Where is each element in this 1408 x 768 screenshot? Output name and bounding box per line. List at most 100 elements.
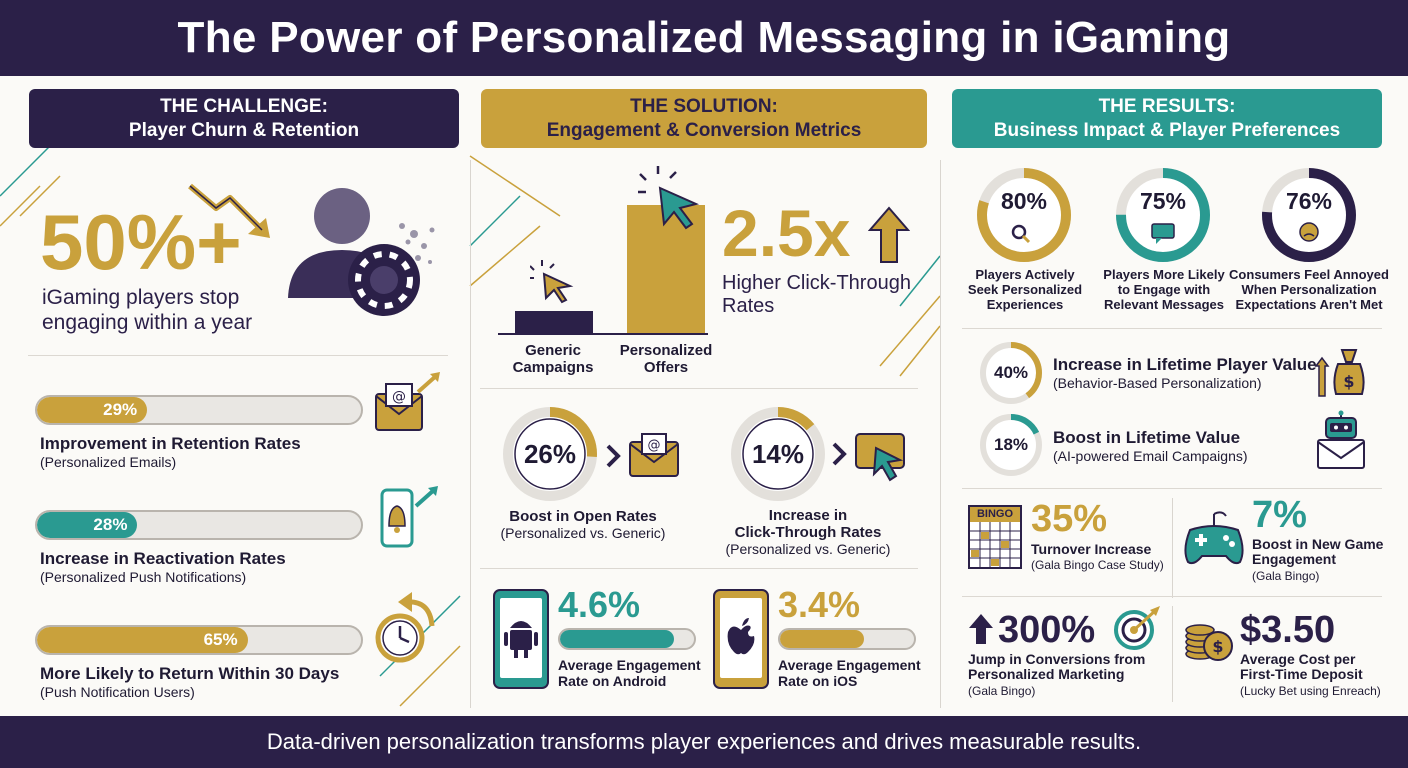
churn-hero-value: 50%+ [40, 198, 242, 286]
churn-hero-text-line1: iGaming players stop [42, 286, 240, 309]
android-label-line1: Average Engagement [558, 657, 701, 673]
annoyed-ring [1262, 168, 1356, 262]
click-icon [832, 433, 905, 482]
target-icon [1114, 606, 1160, 650]
svg-text:$: $ [1343, 372, 1354, 391]
android-label-line2: Rate on Android [558, 673, 667, 690]
engage-label: Players More Likely to Engage with Relev… [1094, 267, 1234, 313]
small-cursor-icon [530, 260, 574, 304]
churn-hero-text-line2: engaging within a year [42, 310, 253, 334]
open-rate-ring [503, 407, 597, 501]
coins-icon: $ [1185, 624, 1233, 661]
up-arrow-icon [868, 206, 910, 263]
large-cursor-icon [638, 166, 700, 230]
engage-ring-label: 75% [1114, 176, 1212, 226]
results-divider-2 [962, 488, 1382, 489]
seek-label: Players Actively Seek Personalized Exper… [955, 267, 1095, 313]
game-title-line1: Boost in New Game [1252, 536, 1384, 552]
generic-label-line1: Generic [525, 342, 581, 359]
column-divider [470, 160, 471, 708]
cost-sub: (Lucky Bet using Enreach) [1240, 684, 1381, 698]
annoyed-label-line1: Consumers Feel Annoyed [1229, 267, 1389, 282]
results-heading: THE RESULTS: Business Impact & Player Pr… [952, 89, 1382, 148]
retention-title: Improvement in Retention Rates [40, 434, 301, 453]
seek-label-line2: Seek Personalized [967, 281, 1083, 297]
page-header: The Power of Personalized Messaging in i… [0, 0, 1408, 76]
return-bar: 65% [35, 625, 363, 655]
ios-label-line2: Rate on iOS [778, 673, 858, 690]
android-bar [558, 628, 696, 650]
annoyed-label: Consumers Feel Annoyed When Personalizat… [1228, 267, 1390, 313]
cost-title-line1: Average Cost per [1240, 651, 1356, 667]
retention-sub: (Personalized Emails) [40, 454, 177, 470]
solution-divider-2 [480, 568, 918, 569]
bingo-sub: (Gala Bingo Case Study) [1031, 558, 1164, 572]
engage-ring [1116, 168, 1210, 262]
player-chip-icon [288, 188, 435, 316]
cost-title-line2: First-Time Deposit [1240, 666, 1363, 683]
open-rate-ring-label: 26% [500, 404, 600, 504]
solution-heading-line2: Engagement & Conversion Metrics [546, 119, 862, 141]
email-growth-icon: @ [375, 372, 440, 431]
seek-label-line1: Players Actively [975, 267, 1075, 282]
engage-label-line3: Relevant Messages [1104, 296, 1224, 312]
ios-bar-fill [780, 630, 865, 648]
ios-label-line1: Average Engagement [778, 657, 921, 673]
ctr-multiplier-text-line2: Rates [722, 295, 775, 317]
conversion-sub: (Gala Bingo) [968, 684, 1036, 698]
game-title: Boost in New Game Engagement [1252, 536, 1384, 568]
engage-value: 75% [1139, 187, 1187, 214]
compare-baseline [498, 333, 708, 335]
ctr-multiplier-text: Higher Click-Through Rates [722, 272, 911, 318]
personalized-label: Personalized Offers [608, 342, 724, 377]
open-rate-title: Boost in Open Rates [509, 508, 657, 525]
click-rate-title: Increase in Click-Through Rates [710, 507, 906, 541]
bingo-grid [970, 522, 1020, 567]
results-heading-line2: Business Impact & Player Preferences [993, 119, 1341, 141]
android-label: Average Engagement Rate on Android [558, 657, 701, 689]
click-rate-title-line1: Increase in [768, 507, 848, 524]
click-rate-ring-label: 14% [728, 404, 828, 504]
ai-ltv-sub: (AI-powered Email Campaigns) [1053, 448, 1248, 464]
conversion-title-line1: Jump in Conversions from [968, 651, 1146, 667]
challenge-heading-line2: Player Churn & Retention [128, 119, 360, 141]
clock-return-icon [375, 592, 435, 663]
click-rate-sub: (Personalized vs. Generic) [725, 541, 891, 557]
challenge-divider [28, 355, 448, 356]
generic-label: Generic Campaigns [498, 342, 608, 377]
engage-label-line2: to Engage with [1117, 281, 1211, 297]
return-title: More Likely to Return Within 30 Days [40, 664, 340, 683]
money-bag-icon: $ [1314, 349, 1365, 397]
annoyed-label-line2: When Personalization [1241, 281, 1377, 297]
seek-ring [977, 168, 1071, 262]
reactivation-bar-fill: 28% [37, 512, 138, 538]
conversion-value: 300% [998, 609, 1096, 651]
results-heading-line1: THE RESULTS: [1098, 95, 1236, 117]
android-phone-icon [493, 589, 549, 689]
svg-text:$: $ [1212, 637, 1223, 656]
conversion-up-arrow-icon [969, 614, 993, 644]
ai-ltv-value: 18% [993, 435, 1029, 454]
robot-email-icon [1317, 410, 1365, 469]
ai-ltv-title: Boost in Lifetime Value [1053, 428, 1241, 447]
svg-text:@: @ [648, 438, 661, 453]
reactivation-bar: 28% [35, 510, 363, 540]
ltv-sub: (Behavior-Based Personalization) [1053, 375, 1262, 391]
results-divider-3 [962, 596, 1382, 597]
phone-bell-icon [380, 486, 438, 548]
bingo-value: 35% [1031, 498, 1108, 540]
retention-bar: 29% [35, 395, 363, 425]
reactivation-title: Increase in Reactivation Rates [40, 549, 286, 568]
annoyed-value: 76% [1285, 187, 1333, 214]
open-rate-sub: (Personalized vs. Generic) [500, 525, 666, 541]
return-bar-fill: 65% [37, 627, 248, 653]
bingo-card-icon: BINGO [968, 505, 1022, 569]
ctr-multiplier-text-line1: Higher Click-Through [722, 272, 911, 294]
game-sub: (Gala Bingo) [1252, 569, 1320, 583]
results-inner-divider [1172, 498, 1173, 598]
conversion-title: Jump in Conversions from Personalized Ma… [968, 651, 1146, 683]
return-sub: (Push Notification Users) [40, 684, 195, 700]
apple-phone-icon [713, 589, 769, 689]
conversion-title-line2: Personalized Marketing [968, 666, 1125, 683]
solution-heading: THE SOLUTION: Engagement & Conversion Me… [481, 89, 927, 148]
